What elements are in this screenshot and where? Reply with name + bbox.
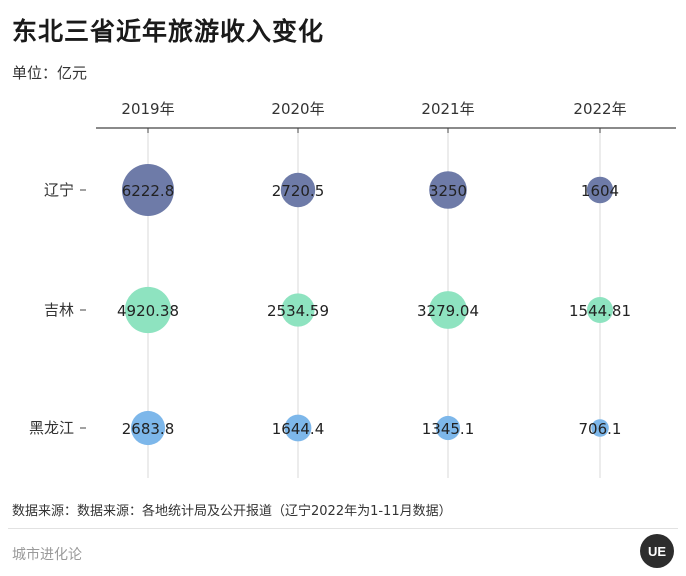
footer-divider: [8, 528, 678, 529]
data-source-note: 数据来源：数据来源：各地统计局及公开报道（辽宁2022年为1-11月数据）: [12, 504, 452, 519]
value-label-0-3: 1604: [581, 182, 619, 200]
column-header-1: 2020年: [271, 100, 324, 118]
value-label-1-3: 1544.81: [569, 302, 631, 320]
value-label-2-1: 1644.4: [272, 420, 325, 438]
row-label-2: 黑龙江: [29, 419, 74, 437]
page-title: 东北三省近年旅游收入变化: [12, 17, 325, 46]
value-label-0-1: 2720.5: [272, 182, 325, 200]
row-label-1: 吉林: [44, 301, 74, 319]
bubble-1-2: [429, 291, 467, 329]
column-header-2: 2021年: [421, 100, 474, 118]
bubble-1-1: [281, 293, 315, 327]
bubble-0-2: [429, 171, 467, 209]
value-label-2-0: 2683.8: [122, 420, 175, 438]
unit-label: 单位：亿元: [12, 64, 88, 82]
column-header-3: 2022年: [573, 100, 626, 118]
value-label-1-0: 4920.38: [117, 302, 179, 320]
value-label-0-0: 6222.8: [122, 182, 175, 200]
bubble-0-0: [122, 164, 174, 216]
value-label-1-1: 2534.59: [267, 302, 329, 320]
brand-logo: UE: [640, 534, 674, 568]
bubble-2-2: [435, 415, 461, 441]
value-label-2-3: 706.1: [579, 420, 622, 438]
value-label-1-2: 3279.04: [417, 302, 479, 320]
value-label-0-2: 3250: [429, 182, 467, 200]
bubble-1-0: [124, 286, 172, 334]
column-header-0: 2019年: [121, 100, 174, 118]
row-label-0: 辽宁: [44, 181, 74, 199]
bubble-1-3: [587, 297, 613, 323]
value-label-2-2: 1345.1: [422, 420, 475, 438]
bubble-2-3: [591, 419, 609, 437]
bubble-2-0: [130, 410, 166, 446]
bubble-0-3: [586, 176, 614, 204]
bubble-2-1: [284, 414, 312, 442]
bubble-0-1: [280, 172, 316, 208]
brand-name: 城市进化论: [12, 547, 82, 563]
